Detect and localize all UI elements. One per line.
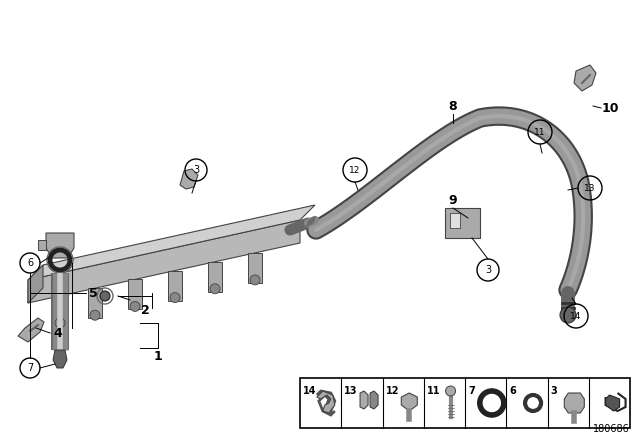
Polygon shape [168,271,182,301]
Circle shape [445,386,456,396]
Text: 3: 3 [485,265,491,275]
Polygon shape [53,350,67,368]
Circle shape [170,293,180,302]
Polygon shape [46,233,74,258]
Circle shape [100,291,110,301]
Text: 10: 10 [601,102,619,115]
Text: 13: 13 [344,386,358,396]
Text: 4: 4 [54,327,62,340]
Text: 2: 2 [141,303,149,316]
Circle shape [560,307,576,323]
Text: 14: 14 [570,311,582,320]
Text: 11: 11 [534,128,546,137]
Polygon shape [28,220,300,303]
Polygon shape [401,393,417,411]
Circle shape [55,318,65,328]
Circle shape [130,302,140,311]
Polygon shape [317,391,335,413]
Text: 3: 3 [193,165,199,175]
Text: 3: 3 [550,386,557,396]
Text: 1: 1 [154,349,163,362]
Polygon shape [370,391,378,409]
FancyBboxPatch shape [300,378,630,428]
Polygon shape [208,262,222,292]
Circle shape [90,310,100,320]
Text: 12: 12 [349,165,361,175]
Text: 11: 11 [427,386,440,396]
Text: 12: 12 [385,386,399,396]
Polygon shape [38,240,46,250]
Text: 7: 7 [468,386,475,396]
Polygon shape [28,265,43,303]
Text: 6: 6 [27,258,33,268]
Polygon shape [605,395,620,411]
Polygon shape [574,65,596,91]
Polygon shape [88,288,102,318]
Text: 9: 9 [449,194,458,207]
Polygon shape [180,169,198,189]
Text: 180686: 180686 [593,424,630,434]
Text: 13: 13 [584,184,596,193]
Polygon shape [360,391,368,409]
Circle shape [250,275,260,285]
Text: 14: 14 [303,386,317,396]
Circle shape [210,284,220,294]
Polygon shape [564,393,584,413]
Polygon shape [18,318,44,342]
Polygon shape [128,280,142,310]
Polygon shape [53,296,67,326]
Polygon shape [445,208,480,238]
Polygon shape [450,213,460,228]
Polygon shape [248,253,262,283]
Text: 6: 6 [509,386,516,396]
Text: 7: 7 [27,363,33,373]
Text: 5: 5 [88,287,97,300]
Polygon shape [28,205,315,280]
Text: 8: 8 [449,99,458,112]
